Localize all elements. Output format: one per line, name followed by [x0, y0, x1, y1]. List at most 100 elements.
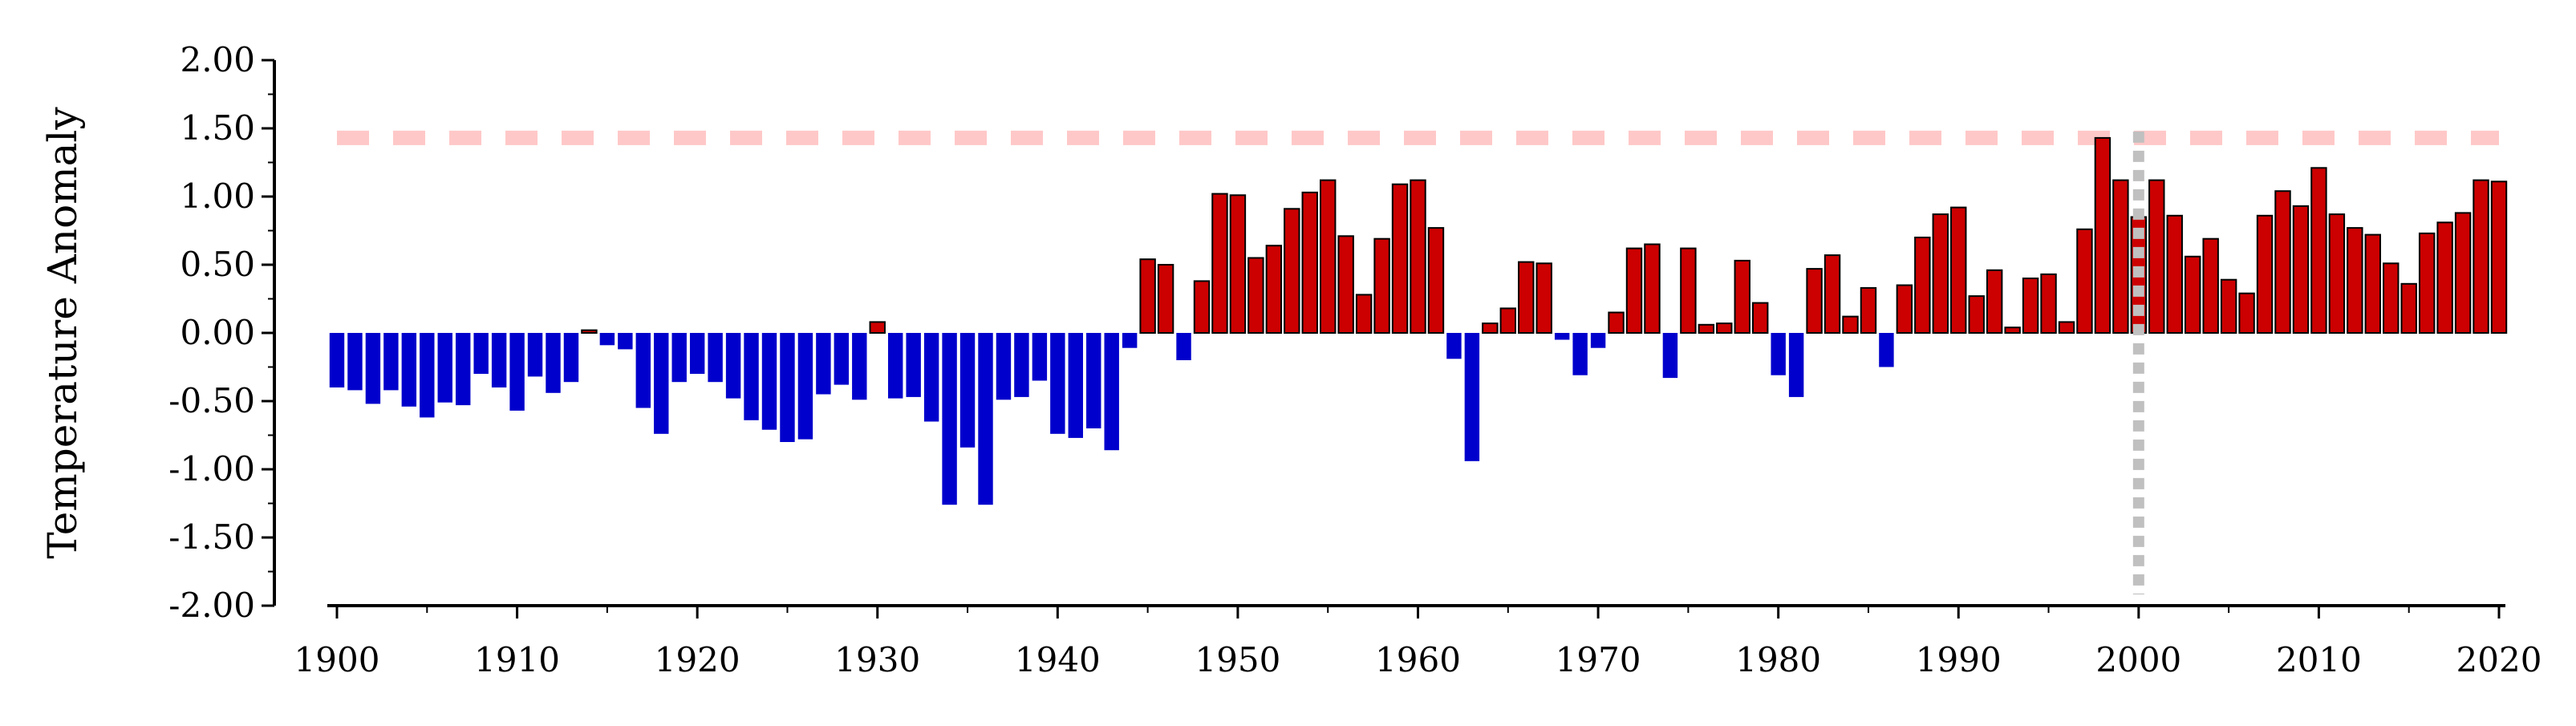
bar-2009 [2292, 205, 2310, 334]
y-tick-label: -2.00 [168, 586, 255, 625]
y-tick-label: -1.50 [168, 517, 255, 557]
bar-1950 [1229, 194, 1247, 334]
bar-1970 [1590, 333, 1606, 348]
bar-1932 [906, 333, 921, 397]
bar-1901 [347, 333, 363, 391]
bar-1964 [1482, 322, 1499, 335]
bar-1914 [581, 329, 598, 335]
bar-1981 [1788, 333, 1804, 397]
bar-1947 [1176, 333, 1191, 360]
bar-1941 [1068, 333, 1083, 438]
axes-layer: 2.00 1.50 1.00 0.50 0.00 -0.50 -1.00 -1.50 -2.00… [168, 40, 2542, 679]
bar-2019 [2473, 179, 2489, 334]
x-tick-label: 1930 [834, 640, 920, 679]
y-tick-label: 1.50 [180, 108, 255, 148]
bar-1980 [1771, 333, 1786, 375]
bar-1925 [780, 333, 795, 442]
bar-2016 [2418, 232, 2436, 334]
x-tick-label: 1900 [294, 640, 380, 679]
bar-1952 [1265, 245, 1283, 335]
bar-1999 [2112, 179, 2129, 334]
x-tick-label: 1920 [655, 640, 740, 679]
bar-1979 [1752, 302, 1769, 335]
bar-1931 [888, 333, 903, 399]
x-tick-label: 1980 [1735, 640, 1821, 679]
bar-2020 [2490, 180, 2508, 334]
y-tick-label: 0.50 [180, 245, 255, 284]
bar-2002 [2166, 214, 2183, 334]
y-axis-label: Temperature Anomaly [39, 107, 86, 559]
bar-1910 [509, 333, 525, 411]
bar-1923 [744, 333, 759, 420]
bar-1954 [1301, 191, 1318, 334]
bar-2003 [2185, 255, 2201, 334]
bar-1946 [1157, 264, 1174, 334]
bar-2005 [2220, 278, 2237, 335]
bar-1942 [1086, 333, 1101, 428]
bar-1989 [1932, 213, 1949, 334]
bar-1984 [1842, 315, 1859, 335]
bar-1902 [365, 333, 381, 404]
bar-1928 [834, 333, 850, 385]
bar-1985 [1860, 286, 1877, 334]
bar-2015 [2400, 282, 2417, 334]
bar-1929 [852, 333, 867, 400]
bar-1965 [1499, 307, 1516, 334]
bar-1940 [1050, 333, 1065, 434]
bar-1904 [401, 333, 417, 407]
bar-1903 [383, 333, 399, 391]
bar-1983 [1823, 254, 1841, 335]
bar-2013 [2364, 233, 2382, 335]
bar-1935 [959, 333, 976, 448]
bar-1912 [546, 333, 561, 393]
bar-2010 [2310, 167, 2327, 334]
x-tick-label: 1950 [1195, 640, 1280, 679]
bar-1994 [2022, 278, 2039, 334]
bar-1915 [599, 333, 615, 346]
bar-1992 [1986, 269, 2003, 334]
bar-2012 [2347, 227, 2363, 334]
y-tick-label: -0.50 [168, 381, 255, 420]
bars-layer [329, 136, 2508, 505]
x-tick-label: 1990 [1916, 640, 2002, 679]
bar-1945 [1139, 258, 1156, 335]
x-tick-label: 1910 [474, 640, 560, 679]
bar-1974 [1662, 333, 1678, 379]
bar-1948 [1193, 280, 1211, 334]
bar-2017 [2436, 221, 2453, 334]
bar-1957 [1355, 294, 1373, 334]
bar-1972 [1625, 247, 1643, 335]
bar-1975 [1680, 247, 1697, 335]
bar-1956 [1337, 235, 1354, 334]
bar-1949 [1211, 193, 1228, 334]
bar-1911 [527, 333, 543, 377]
bar-1968 [1554, 333, 1570, 340]
bar-1967 [1535, 262, 1552, 334]
bar-2018 [2454, 212, 2472, 334]
bar-1971 [1608, 311, 1625, 334]
bar-1987 [1896, 284, 1913, 334]
bar-1958 [1373, 237, 1390, 335]
bar-2001 [2148, 179, 2165, 334]
bar-1918 [654, 333, 669, 434]
y-tick-label: 1.00 [180, 176, 255, 216]
bar-1982 [1806, 268, 1823, 335]
bar-1991 [1968, 295, 1985, 335]
bar-2014 [2383, 262, 2400, 334]
bar-1998 [2094, 136, 2112, 334]
bar-2006 [2238, 292, 2255, 335]
bar-1909 [491, 333, 507, 387]
bar-2008 [2274, 190, 2291, 334]
bar-1926 [797, 333, 813, 440]
x-tick-label: 1970 [1556, 640, 1641, 679]
bar-1921 [708, 333, 723, 383]
bar-1908 [473, 333, 489, 374]
y-tick-label: 2.00 [180, 40, 255, 79]
bar-2011 [2328, 213, 2346, 334]
bar-1927 [816, 333, 831, 395]
y-tick-label: -1.00 [168, 449, 255, 489]
bar-1969 [1572, 333, 1588, 375]
bar-1924 [761, 333, 777, 430]
